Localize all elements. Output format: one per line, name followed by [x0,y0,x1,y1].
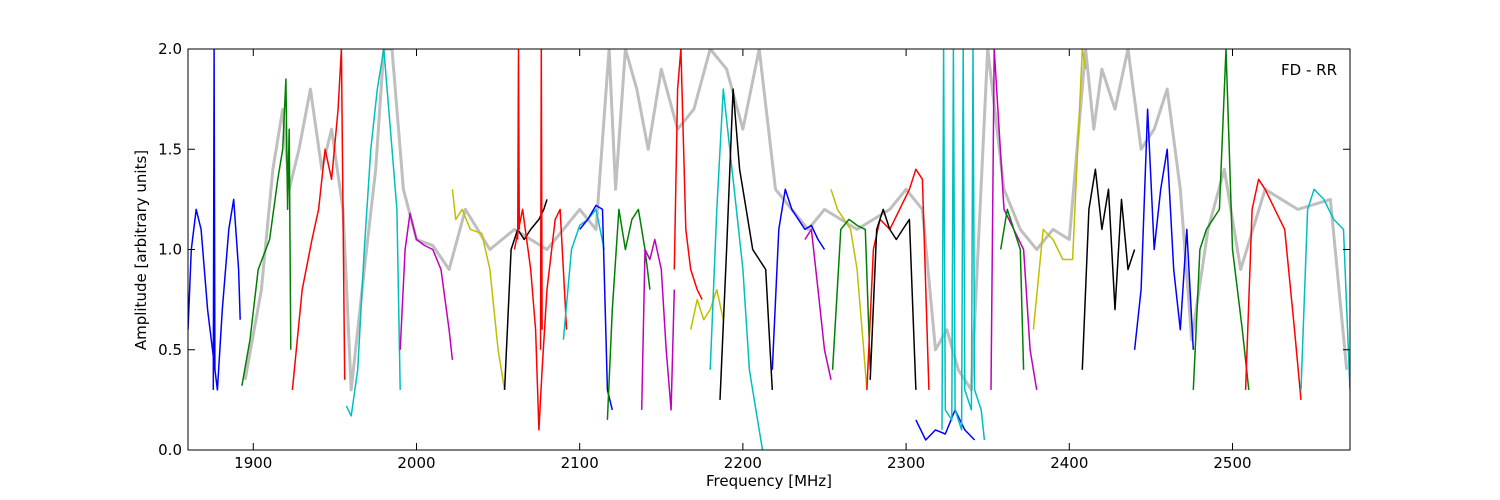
series-line-27 [990,49,1038,391]
x-axis-label: Frequency [MHz] [706,472,832,490]
series-line-11 [562,208,605,340]
panel-annotation: FD - RR [1281,61,1337,79]
series-line-9 [516,49,521,240]
series-line-8 [513,208,568,431]
plot-marks [188,49,1350,450]
x-tick-label-0: 1900 [234,454,272,472]
series-line-22 [831,218,871,370]
y-tick-label-4: 2.0 [158,40,182,58]
series-line-6 [451,189,506,391]
series-line-26 [941,49,986,441]
series-line-14 [640,238,676,411]
x-tick-label-2: 2100 [561,454,599,472]
series-line-33 [1244,178,1302,400]
series-line-34 [1300,188,1350,390]
series-line-24 [869,208,917,390]
series-line-10 [539,49,543,350]
series-line-28 [999,208,1025,370]
series-line-12 [579,204,614,411]
y-tick-label-2: 1.0 [158,241,182,259]
y-tick-label-3: 1.5 [158,140,182,158]
series-line-2 [241,78,292,386]
series-line-31 [1133,108,1195,350]
series-line-3 [291,49,346,390]
series-line-16 [689,288,725,330]
series-line-5 [399,212,454,360]
series-line-15 [673,49,703,300]
series-line-0 [188,198,241,391]
x-tick-label-1: 2000 [397,454,435,472]
series-line-21 [830,189,868,390]
x-tick-label-5: 2400 [1050,454,1088,472]
series-line-23 [866,168,930,390]
series-line-4 [345,49,401,417]
series-line-32 [1192,49,1250,390]
background-series-line [243,49,1349,392]
x-tick-label-4: 2300 [887,454,925,472]
x-tick-label-3: 2200 [724,454,762,472]
series-line-19 [771,188,826,370]
series-line-1 [212,49,216,390]
series-line-17 [709,88,764,450]
plot-frame [187,48,1351,451]
y-axis-label: Amplitude [arbitrary units] [132,150,150,350]
x-axis: 1900 2000 2100 2200 2300 2400 2500 [234,49,1252,472]
series-line-20 [804,228,832,380]
series-line-25 [915,409,976,441]
series-line-7 [503,199,548,390]
series-line-30 [1081,168,1136,370]
x-tick-label-6: 2500 [1213,454,1251,472]
series-line-18 [719,88,774,400]
series-line-13 [606,208,651,420]
series-line-29 [1032,49,1087,330]
y-axis: 0.0 0.5 1.0 1.5 2.0 [158,40,1350,459]
y-tick-label-0: 0.0 [158,441,182,459]
y-tick-label-1: 0.5 [158,341,182,359]
